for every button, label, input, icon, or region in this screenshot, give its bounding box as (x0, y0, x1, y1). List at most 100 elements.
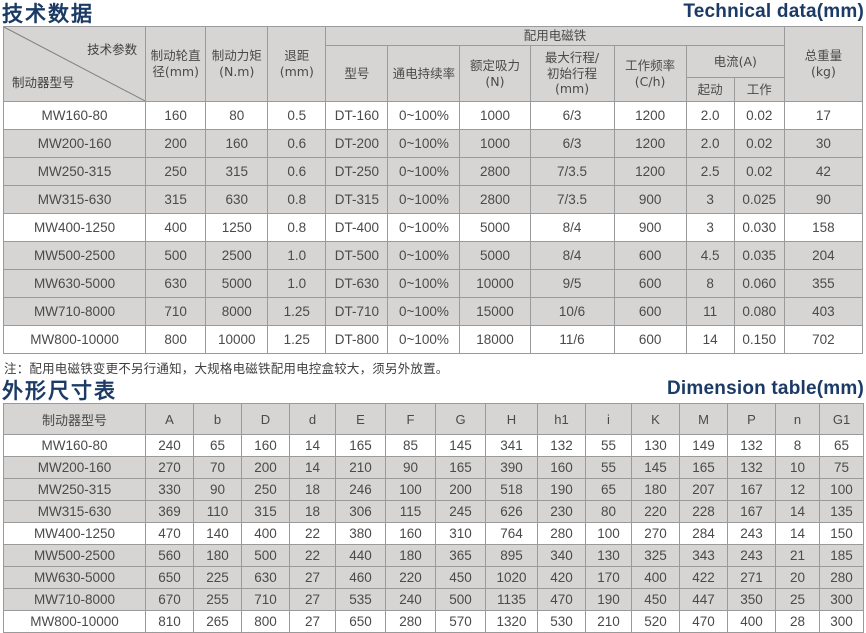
cell-work-frequency: 1200 (613, 157, 687, 186)
cell-magnet-model: DT-710 (325, 297, 389, 326)
cell-stroke: 7/3.5 (529, 185, 615, 214)
header-rated-force: 额定吸力 (N) (459, 45, 531, 102)
cell-retreat-distance: 0.5 (267, 101, 327, 130)
cell-model: MW200-160 (2, 129, 147, 158)
cell-total-weight: 17 (783, 101, 864, 130)
cell-brake-torque: 1250 (205, 213, 269, 242)
cell-model: MW315-630 (3, 500, 146, 523)
header-current-work: 工作 (733, 77, 785, 102)
cell-work-frequency: 600 (613, 241, 687, 270)
cell-D: 200 (241, 456, 290, 479)
cell-H: 390 (485, 456, 538, 479)
dimension-header-i: i (585, 403, 632, 435)
header-work-frequency-l1: 工作频率 (625, 57, 676, 73)
header-brake-torque-l2: (N.m) (219, 64, 255, 79)
cell-current-work: 0.035 (733, 241, 785, 270)
cell-total-weight: 702 (783, 325, 864, 354)
cell-A: 369 (145, 500, 194, 523)
cell-model: MW160-80 (2, 101, 147, 130)
cell-A: 810 (145, 610, 194, 633)
cell-brake-torque: 2500 (205, 241, 269, 270)
cell-M: 343 (679, 544, 728, 567)
cell-wheel-diameter: 800 (145, 325, 207, 354)
cell-brake-torque: 5000 (205, 269, 269, 298)
cell-rated-force: 2800 (459, 157, 531, 186)
cell-magnet-model: DT-160 (325, 101, 389, 130)
cell-G: 310 (435, 522, 486, 545)
cell-b: 255 (193, 588, 242, 611)
cell-E: 650 (335, 610, 386, 633)
header-wheel-diameter-l2: 径(mm) (152, 64, 199, 79)
technical-data-tbody: MW160-80 160 80 0.5 DT-160 0~100% 1000 6/3 1200 2… (2, 101, 864, 354)
cell-G1: 65 (819, 434, 864, 457)
cell-wheel-diameter: 710 (145, 297, 207, 326)
cell-total-weight: 204 (783, 241, 864, 270)
cell-i: 100 (585, 522, 632, 545)
cell-G1: 75 (819, 456, 864, 479)
cell-model: MW800-10000 (2, 325, 147, 354)
cell-H: 1320 (485, 610, 538, 633)
cell-P: 132 (727, 434, 776, 457)
dimension-header-M: M (679, 403, 728, 435)
cell-brake-torque: 160 (205, 129, 269, 158)
cell-magnet-model: DT-800 (325, 325, 389, 354)
cell-D: 160 (241, 434, 290, 457)
cell-total-weight: 355 (783, 269, 864, 298)
cell-i: 65 (585, 478, 632, 501)
cell-total-weight: 403 (783, 297, 864, 326)
cell-work-frequency: 600 (613, 325, 687, 354)
cell-brake-torque: 315 (205, 157, 269, 186)
cell-b: 90 (193, 478, 242, 501)
cell-current-work: 0.02 (733, 157, 785, 186)
table-row: MW800-10000 800 10000 1.25 DT-800 0~100% 18000… (2, 325, 864, 354)
cell-n: 14 (775, 500, 820, 523)
cell-G: 245 (435, 500, 486, 523)
cell-d: 27 (289, 566, 336, 589)
cell-D: 630 (241, 566, 290, 589)
cell-G: 165 (435, 456, 486, 479)
technical-data-note: 注：配用电磁铁变更不另行通知，大规格电磁铁配用电控盒较大，须另外放置。 (4, 361, 449, 376)
cell-current-start: 2.0 (685, 101, 735, 130)
dimension-table-title-row: 外形尺寸表 Dimension table(mm) (0, 377, 866, 403)
diagonal-divider-icon (4, 27, 145, 101)
dimension-table-tbody: MW160-80 240 65 160 14 165 85 145 341 132 55 130 149… (3, 434, 864, 633)
dimension-header-F: F (385, 403, 436, 435)
dimension-header-A: A (145, 403, 194, 435)
cell-K: 450 (631, 588, 680, 611)
cell-rated-force: 10000 (459, 269, 531, 298)
cell-n: 14 (775, 522, 820, 545)
cell-E: 210 (335, 456, 386, 479)
cell-retreat-distance: 1.25 (267, 325, 327, 354)
cell-duty-rate: 0~100% (387, 241, 461, 270)
cell-D: 800 (241, 610, 290, 633)
cell-b: 65 (193, 434, 242, 457)
header-work-frequency: 工作频率 (C/h) (613, 45, 687, 102)
cell-current-start: 11 (685, 297, 735, 326)
technical-data-header-row-1: 技术参数 制动器型号 制动轮直 径(mm) 制动力矩 (N.m) 退距 (mm)… (2, 26, 864, 102)
table-row: MW630-5000 630 5000 1.0 DT-630 0~100% 10000 9/5… (2, 269, 864, 298)
header-total-weight-l1: 总重量 (804, 48, 843, 64)
cell-h1: 340 (537, 544, 586, 567)
cell-current-start: 4.5 (685, 241, 735, 270)
cell-current-start: 14 (685, 325, 735, 354)
cell-model: MW315-630 (2, 185, 147, 214)
cell-b: 110 (193, 500, 242, 523)
cell-work-frequency: 600 (613, 269, 687, 298)
cell-i: 190 (585, 588, 632, 611)
cell-rated-force: 18000 (459, 325, 531, 354)
cell-brake-torque: 8000 (205, 297, 269, 326)
cell-F: 100 (385, 478, 436, 501)
cell-model: MW160-80 (3, 434, 146, 457)
cell-A: 470 (145, 522, 194, 545)
cell-F: 280 (385, 610, 436, 633)
cell-K: 520 (631, 610, 680, 633)
cell-h1: 160 (537, 456, 586, 479)
cell-brake-torque: 80 (205, 101, 269, 130)
cell-current-start: 3 (685, 213, 735, 242)
table-row: MW800-10000 810 265 800 27 650 280 570 1320 530 21… (3, 610, 864, 633)
dimension-header-D: D (241, 403, 290, 435)
cell-b: 140 (193, 522, 242, 545)
cell-retreat-distance: 0.8 (267, 213, 327, 242)
cell-magnet-model: DT-500 (325, 241, 389, 270)
cell-i: 170 (585, 566, 632, 589)
